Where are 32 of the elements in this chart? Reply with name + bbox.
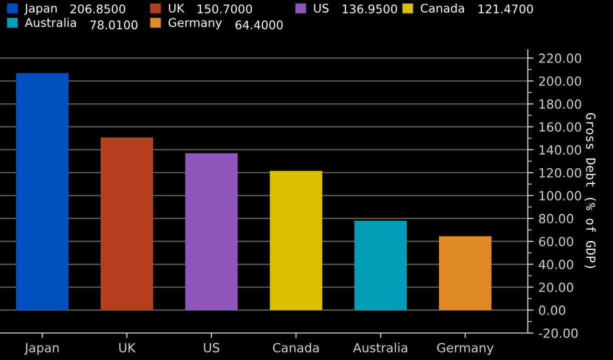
y-tick-label: 180.00 [540, 99, 582, 109]
y-tick-label: -20.00 [538, 328, 578, 338]
legend-label: Germany [168, 18, 222, 30]
legend-label: US [314, 4, 329, 13]
x-tick-label: Canada [272, 342, 319, 352]
y-tick-label: 140.00 [540, 145, 582, 155]
text: 206.8500 [70, 4, 126, 14]
y-tick-label: 160.00 [540, 122, 582, 132]
legend-label: Japan [24, 4, 57, 15]
legend-label: Australia [24, 18, 76, 27]
x-tick-label: Japan [24, 343, 59, 355]
y-tick-label: 80.00 [539, 214, 574, 224]
y-tick-label: 40.00 [538, 260, 574, 270]
y-tick-label: 120.00 [540, 168, 582, 178]
x-tick-label: Australia [353, 342, 408, 352]
y-tick-label: 200.00 [539, 76, 582, 86]
text: 136.9500 [342, 4, 398, 14]
y-axis-title: Gross Debt (% of GDP) [584, 113, 596, 268]
text: 121.4700 [478, 4, 533, 14]
legend-label: Canada [420, 3, 464, 13]
text: 78.0100 [90, 20, 138, 30]
x-tick-label: US [204, 342, 220, 352]
y-tick-label: 0.00 [539, 306, 566, 316]
text: 150.7000 [198, 4, 252, 14]
text: 64.4000 [236, 20, 283, 30]
x-tick-label: UK [119, 343, 136, 352]
legend-label: UK [168, 4, 185, 13]
y-tick-label: 220.00 [539, 54, 582, 63]
y-tick-label: 20.00 [539, 282, 574, 292]
x-tick-label: Germany [437, 342, 494, 355]
y-tick-label: 100.00 [540, 191, 582, 200]
y-tick-label: 60.00 [539, 236, 574, 246]
